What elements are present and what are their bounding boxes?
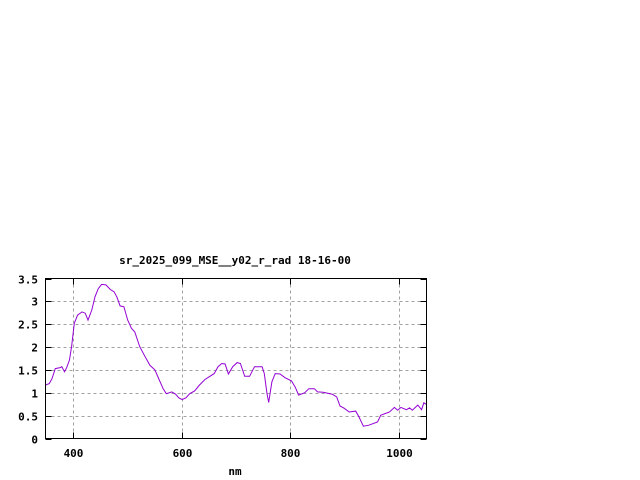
y-tick-label: 2.5 [18,319,38,332]
y-tick-label: 2 [31,342,38,355]
y-tick-label: 0 [31,434,38,447]
series-line [45,283,427,427]
plot-border [45,278,427,439]
chart-title: sr_2025_099_MSE__y02_r_rad 18-16-00 [119,254,351,267]
y-tick-label: 3 [31,296,38,309]
x-tick-label: 400 [64,447,84,460]
x-tick-label: 1000 [386,447,413,460]
x-tick-label: 600 [173,447,193,460]
x-axis-label: nm [228,465,242,478]
grid [45,278,427,439]
x-tick-label: 800 [281,447,301,460]
y-tick-label: 1.5 [18,365,38,378]
y-tick-label: 3.5 [18,274,38,287]
axis-ticks: 0 0.5 1 1.5 2 2.5 3 3.5 400 600 800 1000 [18,274,427,460]
y-tick-label: 1 [31,388,38,401]
y-tick-label: 0.5 [18,411,38,424]
